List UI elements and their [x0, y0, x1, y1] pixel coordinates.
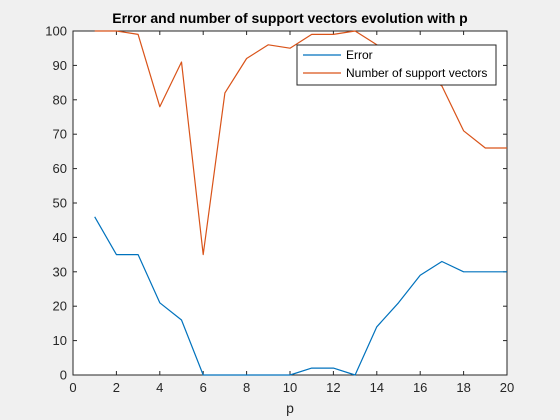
x-tick-label: 4 [156, 380, 163, 395]
y-tick-label: 90 [53, 58, 67, 73]
x-axis: 0 2 4 6 8 10 12 14 16 18 20 [69, 31, 514, 395]
legend-label-error: Error [346, 48, 373, 62]
y-tick-label: 100 [45, 24, 67, 39]
y-tick-label: 50 [53, 196, 67, 211]
chart-title: Error and number of support vectors evol… [112, 10, 467, 26]
legend-box [296, 44, 497, 86]
y-axis: 0 10 20 30 40 50 60 70 80 90 100 [45, 24, 507, 383]
y-tick-label: 40 [53, 230, 67, 245]
legend: Error Number of support vectors [296, 44, 497, 86]
y-tick-label: 30 [53, 264, 67, 279]
plot-area [72, 30, 508, 376]
x-tick-label: 0 [69, 380, 76, 395]
series-line-error [94, 216, 507, 376]
x-tick-label: 6 [200, 380, 207, 395]
y-tick-label: 70 [53, 127, 67, 142]
y-tick-label: 20 [53, 299, 67, 314]
legend-label-support-vectors: Number of support vectors [346, 66, 487, 80]
x-tick-label: 2 [113, 380, 120, 395]
x-tick-label: 12 [326, 380, 340, 395]
x-tick-label: 14 [370, 380, 384, 395]
x-tick-label: 8 [243, 380, 250, 395]
y-tick-label: 80 [53, 92, 67, 107]
y-tick-label: 10 [53, 333, 67, 348]
y-tick-label: 60 [53, 161, 67, 176]
y-tick-label: 0 [60, 368, 67, 383]
x-tick-label: 18 [456, 380, 470, 395]
x-tick-label: 10 [283, 380, 297, 395]
x-tick-label: 16 [413, 380, 427, 395]
x-axis-label: p [286, 400, 294, 416]
x-tick-label: 20 [500, 380, 514, 395]
